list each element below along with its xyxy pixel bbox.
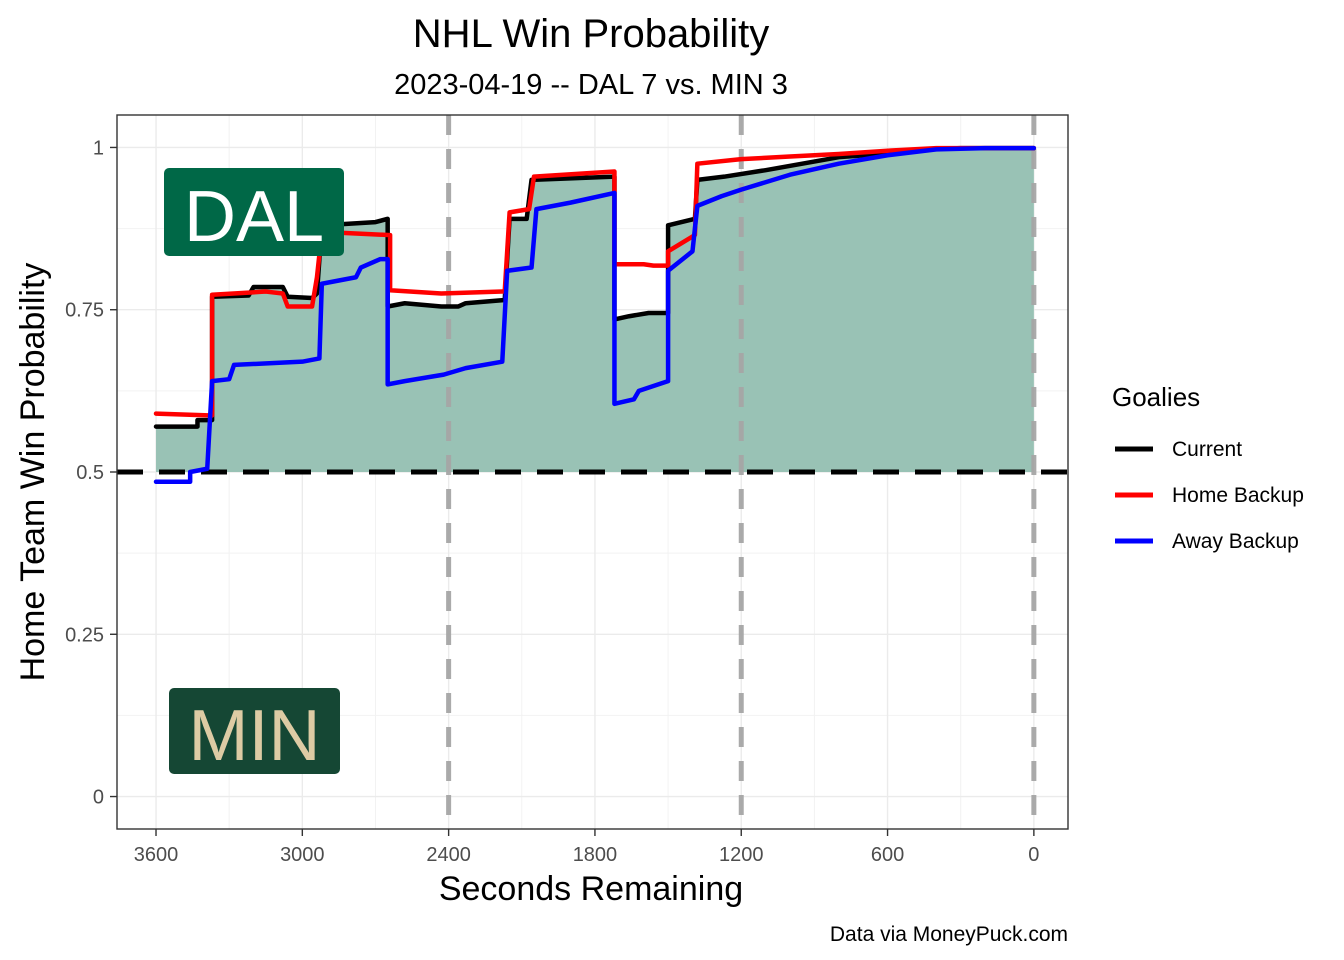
chart-title: NHL Win Probability — [413, 12, 769, 56]
period-divider-lines — [446, 115, 1037, 829]
series-lines — [153, 145, 1037, 484]
away-team-label-text: MIN — [189, 696, 321, 776]
x-tick-label: 1800 — [573, 844, 618, 866]
y-axis-title: Home Team Win Probability — [14, 263, 52, 682]
x-tick-label: 0 — [1028, 844, 1039, 866]
series-line-home-backup — [153, 145, 1037, 418]
away-team-label: MIN — [169, 688, 340, 776]
home-team-label-text: DAL — [184, 177, 324, 257]
y-tick-label: 0.25 — [65, 624, 104, 646]
x-axis-title: Seconds Remaining — [439, 870, 743, 908]
legend-entries: Current Home Backup Away Backup — [1115, 438, 1304, 553]
legend-title: Goalies — [1112, 382, 1200, 412]
legend-label: Current — [1172, 438, 1242, 461]
x-tick-label: 2400 — [426, 844, 471, 866]
x-tick-label: 3600 — [134, 844, 179, 866]
x-tick-label: 600 — [871, 844, 904, 866]
x-tick-label: 1200 — [719, 844, 764, 866]
x-tick-label: 3000 — [280, 844, 325, 866]
legend: Goalies Current Home Backup Away Backup — [1112, 382, 1304, 553]
data-source-caption: Data via MoneyPuck.com — [830, 923, 1068, 946]
legend-label: Away Backup — [1172, 530, 1299, 553]
series-line-away-backup — [153, 145, 1037, 484]
home-team-label-box — [164, 168, 344, 256]
legend-label: Home Backup — [1172, 484, 1304, 507]
y-tick-label: 0.5 — [76, 462, 104, 484]
home-win-probability-area — [156, 148, 1034, 472]
y-tick-label: 0 — [93, 787, 104, 809]
y-tick-label: 0.75 — [65, 300, 104, 322]
y-axis-ticks: 0 0.25 0.5 0.75 1 — [65, 137, 117, 809]
chart-subtitle: 2023-04-19 -- DAL 7 vs. MIN 3 — [394, 69, 788, 101]
away-team-label-box — [169, 688, 340, 774]
y-tick-label: 1 — [93, 137, 104, 159]
x-axis-ticks: 3600 3000 2400 1800 1200 600 0 — [134, 829, 1039, 866]
home-team-label: DAL — [164, 168, 344, 257]
